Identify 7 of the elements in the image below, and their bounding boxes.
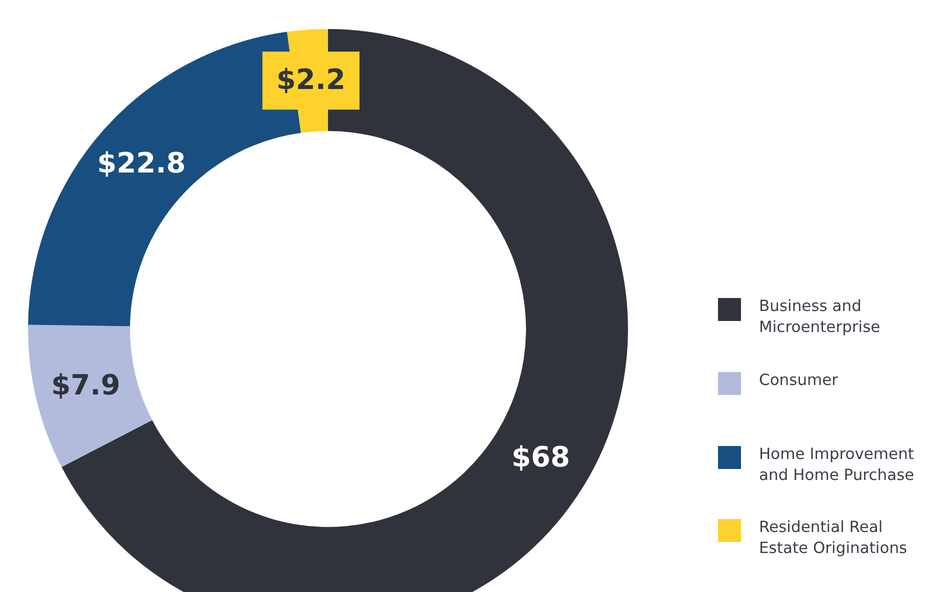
data-label: $7.9 xyxy=(51,368,120,402)
data-label: $22.8 xyxy=(97,146,186,180)
legend-label: Residential Real Estate Originations xyxy=(759,517,908,559)
data-label: $68 xyxy=(512,440,570,474)
legend-label: Consumer xyxy=(759,370,840,391)
legend-label: Home Improvement and Home Purchase xyxy=(759,444,916,486)
legend-label: Business and Microenterprise xyxy=(759,296,882,338)
